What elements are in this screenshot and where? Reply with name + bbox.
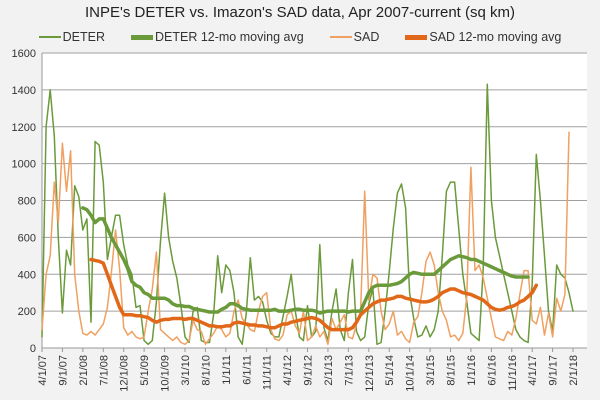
x-tick-label: 2/1/13 — [323, 355, 335, 386]
x-tick-label: 4/1/07 — [37, 355, 49, 386]
legend-swatch — [329, 36, 352, 38]
x-tick-label: 12/1/13 — [364, 355, 376, 392]
x-tick-label: 7/1/13 — [343, 355, 355, 386]
x-tick-label: 11/1/16 — [507, 355, 519, 391]
x-tick-label: 10/1/09 — [160, 355, 172, 392]
x-tick-label: 8/1/15 — [446, 355, 458, 386]
series-line-deter-12-mo-moving-avg — [81, 206, 530, 315]
legend-label: DETER 12-mo moving avg — [154, 30, 304, 44]
series-line-sad-12-mo-moving-avg — [89, 257, 539, 332]
y-tick-label: 600 — [18, 232, 36, 244]
x-tick-label: 6/1/11 — [241, 355, 253, 385]
y-tick-label: 800 — [18, 196, 36, 208]
x-tick-label: 4/1/12 — [282, 355, 294, 386]
x-tick-label: 10/1/14 — [405, 355, 417, 392]
legend-item-deter: DETER — [38, 30, 105, 44]
x-tick-label: 2/1/18 — [568, 355, 580, 386]
legend-swatch — [405, 34, 428, 40]
series-line-sad — [41, 131, 570, 346]
legend-swatch — [38, 36, 61, 38]
legend-label: DETER — [62, 30, 105, 44]
y-tick-label: 1400 — [12, 85, 36, 97]
x-tick-label: 5/1/09 — [139, 355, 151, 386]
x-tick-label: 4/1/17 — [527, 355, 539, 386]
legend-swatch — [130, 34, 153, 40]
y-tick-label: 1200 — [12, 122, 36, 134]
y-tick-label: 400 — [18, 269, 36, 281]
y-tick-label: 200 — [18, 306, 36, 318]
x-tick-label: 11/1/11 — [262, 355, 274, 390]
x-tick-label: 2/1/08 — [78, 355, 90, 386]
legend-item-sad: SAD — [329, 30, 380, 44]
x-tick-label: 5/1/14 — [384, 355, 396, 386]
x-tick-label: 7/1/08 — [98, 355, 110, 386]
x-tick-label: 3/1/15 — [425, 355, 437, 386]
series-line-deter — [41, 83, 574, 346]
x-tick-label: 3/1/10 — [180, 355, 192, 386]
x-tick-label: 12/1/08 — [119, 355, 131, 392]
y-tick-label: 1600 — [12, 48, 36, 60]
x-tick-label: 6/1/16 — [486, 355, 498, 386]
legend-item-sad-avg: SAD 12-mo moving avg — [405, 30, 561, 44]
chart-title: INPE's DETER vs. Imazon's SAD data, Apr … — [84, 4, 516, 21]
legend-item-deter-avg: DETER 12-mo moving avg — [130, 30, 304, 44]
x-tick-label: 9/1/07 — [57, 355, 69, 386]
x-tick-label: 1/1/11 — [221, 355, 233, 385]
y-tick-label: 1000 — [12, 159, 36, 171]
x-tick-label: 9/1/12 — [303, 355, 315, 386]
x-tick-label: 9/1/17 — [548, 355, 560, 386]
x-tick-label: 8/1/10 — [200, 355, 212, 386]
y-tick-label: 0 — [30, 343, 36, 355]
legend-label: SAD — [353, 30, 380, 44]
legend: DETER DETER 12-mo moving avg SAD SAD 12-… — [0, 30, 600, 44]
legend-label: SAD 12-mo moving avg — [429, 30, 562, 44]
x-tick-label: 1/1/16 — [466, 355, 478, 386]
